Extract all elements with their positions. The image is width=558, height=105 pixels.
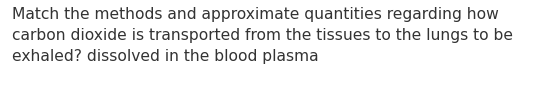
Text: Match the methods and approximate quantities regarding how
carbon dioxide is tra: Match the methods and approximate quanti… <box>12 7 513 64</box>
